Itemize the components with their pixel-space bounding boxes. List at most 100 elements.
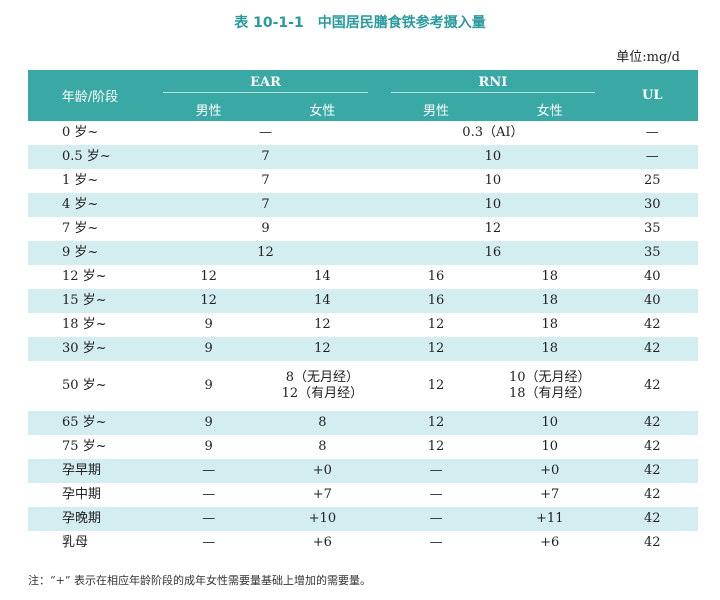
table-row: 1 岁~ 7 10 25 <box>28 169 698 193</box>
rni-male-cell: 12 <box>427 317 445 332</box>
ear-female-cell: 12 <box>314 317 331 332</box>
ul-cell: 42 <box>644 535 661 550</box>
rni-male-cell: — <box>429 487 443 502</box>
ear-male-cell: 9 <box>151 411 266 435</box>
age-cell: 1 岁~ <box>62 173 99 188</box>
ear-male-cell: 9 <box>204 439 213 454</box>
rni-female-cell: 10 <box>492 411 607 435</box>
ear-female-cell: 8（无月经） 12（有月经） <box>266 361 380 411</box>
rni-cell: 16 <box>379 241 607 265</box>
ul-cell: 42 <box>606 507 698 531</box>
rni-female-cell-line1: 10（无月经） <box>508 370 591 385</box>
age-cell: 75 岁~ <box>62 439 107 454</box>
table-row: 18 岁~ 9 12 12 18 42 <box>28 313 698 337</box>
table-row: 孕中期 — +7 — +7 42 <box>28 483 698 507</box>
rni-female-cell: +0 <box>492 459 607 483</box>
rni-cell: 10 <box>379 145 607 169</box>
age-cell: 30 岁~ <box>28 337 152 361</box>
table-title: 表 10-1-1 中国居民膳食铁参考摄入量 <box>234 15 486 31</box>
ear-female-cell: 8 <box>318 439 327 454</box>
ear-male-cell: — <box>202 487 216 502</box>
ul-cell: 42 <box>606 337 698 361</box>
table-row: 75 岁~ 9 8 12 10 42 <box>28 435 698 459</box>
rni-cell: 10 <box>379 193 607 217</box>
age-cell: 孕早期 <box>28 459 152 483</box>
ul-cell: 42 <box>644 317 661 332</box>
ul-cell: 35 <box>644 221 661 236</box>
rni-female-cell: 10 <box>541 439 559 454</box>
rni-male-cell: 12 <box>379 337 493 361</box>
rni-male-cell: 12 <box>427 378 445 393</box>
table-row: 0 岁~ — 0.3（AI） — <box>28 121 698 145</box>
age-cell: 孕晚期 <box>28 507 152 531</box>
ear-female-cell: +7 <box>312 487 332 502</box>
rni-male-cell: 12 <box>379 411 493 435</box>
rni-female-cell-line2: 18（有月经） <box>508 386 591 401</box>
ear-cell: 7 <box>261 173 270 188</box>
table-row: 9 岁~ 12 16 35 <box>28 241 698 265</box>
rni-female-cell: 18 <box>492 289 607 313</box>
age-cell: 孕中期 <box>62 487 102 502</box>
age-cell: 9 岁~ <box>28 241 152 265</box>
ear-female-cell: 8 <box>265 411 380 435</box>
age-cell: 18 岁~ <box>62 317 107 332</box>
ear-cell: 7 <box>151 145 380 169</box>
table-row: 孕早期 — +0— +0 42 <box>28 459 698 483</box>
rni-female-cell: 10（无月经） 18（有月经） <box>493 361 607 411</box>
header-ear-female: 女性 <box>265 97 380 121</box>
ear-cell: 12 <box>151 241 380 265</box>
ul-cell: 42 <box>644 378 661 393</box>
ul-cell: 25 <box>644 173 661 188</box>
header-ear: EAR <box>151 70 380 97</box>
ear-female-cell-line2: 12（有月经） <box>281 386 364 401</box>
ear-male-cell: 12 <box>200 269 217 284</box>
ear-female-cell-line1: 8（无月经） <box>285 370 360 385</box>
ul-cell: 40 <box>644 269 661 284</box>
ear-female-cell: 12 <box>265 337 380 361</box>
unit-label: 单位:mg/d <box>616 50 680 65</box>
header-age: 年龄/阶段 <box>28 70 152 121</box>
ul-cell: — <box>606 145 698 169</box>
table-row: 4 岁~ 7 10 30 <box>28 193 698 217</box>
age-cell: 4 岁~ <box>28 193 152 217</box>
header-rni-male: 男性 <box>379 97 493 121</box>
rni-male-cell: — <box>379 507 493 531</box>
table-row: 乳母 — +6 — +6 42 <box>28 531 698 555</box>
ear-female-cell: 14 <box>314 269 331 284</box>
ear-male-cell: 12 <box>151 289 266 313</box>
ear-cell: 9 <box>261 221 270 236</box>
ul-cell: — <box>645 125 659 140</box>
table-row: 0.5 岁~ 7 10— <box>28 145 698 169</box>
rni-male-cell: 16 <box>379 289 493 313</box>
table-row: 孕晚期 — +10— +11 42 <box>28 507 698 531</box>
rni-female-cell: 18 <box>541 317 559 332</box>
ear-male-cell: 9 <box>204 378 213 393</box>
ul-cell: 30 <box>606 193 698 217</box>
rni-male-cell: — <box>429 535 443 550</box>
rni-female-cell: +11 <box>492 507 607 531</box>
rni-female-cell: 18 <box>541 269 559 284</box>
rni-cell: 12 <box>484 221 502 236</box>
header-rni: RNI <box>379 70 607 97</box>
ear-female-cell: 14 <box>265 289 380 313</box>
rni-cell: 0.3（AI） <box>462 125 524 140</box>
header-rni-female: 女性 <box>492 97 607 121</box>
age-cell: 0 岁~ <box>62 125 99 140</box>
ear-male-cell: — <box>151 507 266 531</box>
rni-female-cell: 18 <box>492 337 607 361</box>
ear-male-cell: 9 <box>151 337 266 361</box>
iron-intake-table: 年龄/阶段 EAR RNI UL 男性 女性 男性 女性 0 岁~ — 0.3（AI… <box>28 70 698 555</box>
footnote: 注：“+” 表示在相应年龄阶段的成年女性需要量基础上增加的需要量。 <box>28 574 371 587</box>
age-cell: 50 岁~ <box>62 378 107 393</box>
table-row: 7 岁~ 9 12 35 <box>28 217 698 241</box>
table-row: 65 岁~ 9 8 12 10 42 <box>28 411 698 435</box>
rni-male-cell: — <box>379 459 493 483</box>
rni-female-cell: +7 <box>540 487 560 502</box>
age-cell: 7 岁~ <box>62 221 99 236</box>
table-row: 12 岁~ 12 14 16 18 40 <box>28 265 698 289</box>
ul-cell: 35 <box>606 241 698 265</box>
table-row: 50 岁~ 9 8（无月经） 12（有月经） 12 10（无月经） 18（有月经） 42 <box>28 361 698 411</box>
ul-cell: 42 <box>644 439 661 454</box>
ear-cell: 7 <box>151 193 380 217</box>
header-ear-male: 男性 <box>151 97 266 121</box>
